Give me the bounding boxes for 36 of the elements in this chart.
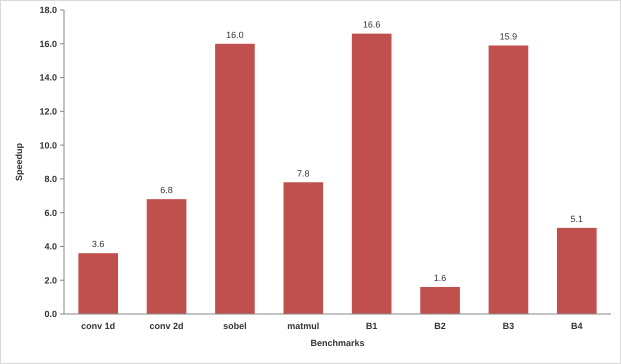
y-tick-label: 16.0 — [39, 38, 57, 49]
x-tick-label: conv 1d — [81, 321, 116, 331]
y-axis-title: Speedup — [14, 142, 24, 182]
y-tick-label: 18.0 — [39, 5, 57, 16]
y-tick-label: 0.0 — [44, 309, 57, 320]
bar — [556, 228, 597, 314]
bar — [78, 253, 118, 314]
bar — [283, 182, 324, 314]
y-tick-label: 12.0 — [39, 106, 57, 116]
y-tick-label: 10.0 — [39, 140, 57, 150]
data-label: 5.1 — [570, 214, 584, 224]
x-tick-label: sobel — [223, 321, 247, 331]
bar — [352, 34, 392, 314]
data-label: 16.0 — [226, 30, 244, 40]
data-label: 15.9 — [500, 31, 518, 42]
y-tick-label: 6.0 — [44, 208, 57, 218]
bar — [488, 45, 528, 314]
data-label: 1.6 — [434, 272, 446, 283]
x-tick-label: B4 — [571, 321, 583, 331]
data-label: 16.6 — [362, 20, 380, 30]
x-tick-label: B1 — [366, 321, 378, 331]
data-label: 6.8 — [160, 185, 173, 196]
x-tick-label: B2 — [434, 321, 446, 331]
x-tick-label: matmul — [287, 321, 320, 331]
bar — [146, 199, 186, 314]
data-label: 3.6 — [92, 239, 104, 250]
y-tick-label: 4.0 — [44, 242, 57, 252]
data-label: 7.8 — [297, 168, 310, 178]
x-tick-label: B3 — [502, 321, 514, 331]
bar — [215, 44, 255, 314]
x-axis-title: Benchmarks — [310, 338, 365, 348]
bar — [420, 286, 460, 314]
y-tick-label: 8.0 — [44, 174, 57, 184]
y-tick-label: 2.0 — [44, 275, 57, 286]
y-tick-label: 14.0 — [39, 72, 57, 83]
x-tick-label: conv 2d — [150, 321, 184, 331]
